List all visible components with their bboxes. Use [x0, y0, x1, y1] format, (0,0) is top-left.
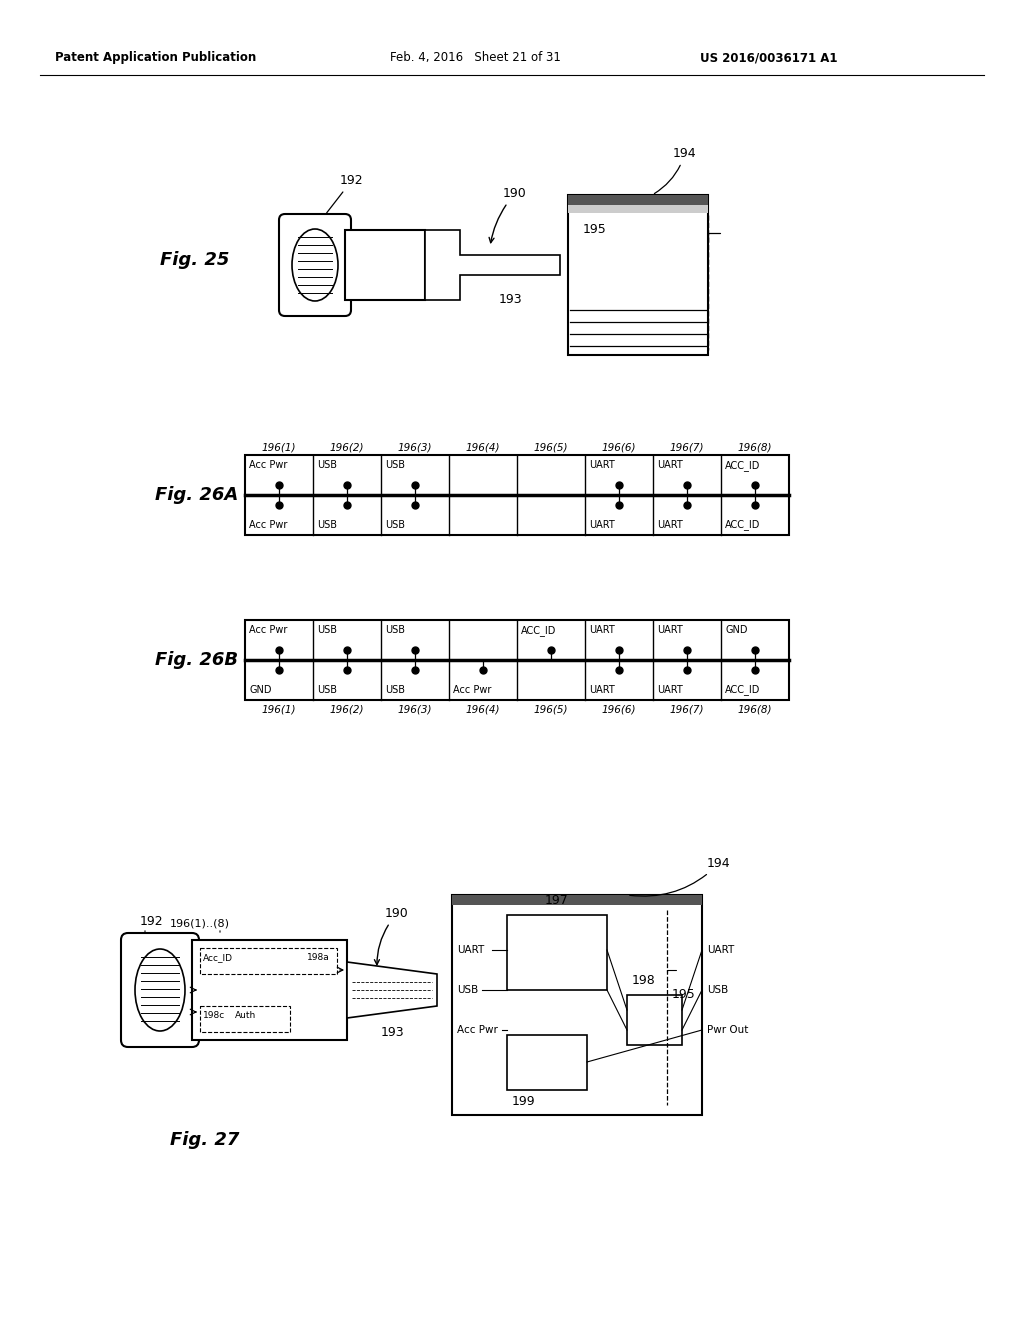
Text: USB: USB — [457, 985, 478, 995]
Bar — [627, 995, 682, 1045]
Text: 196(3): 196(3) — [397, 442, 432, 451]
Text: ACC_ID: ACC_ID — [725, 519, 761, 531]
Text: Acc Pwr: Acc Pwr — [249, 520, 288, 531]
Text: UART: UART — [589, 624, 614, 635]
Text: 193: 193 — [380, 1026, 403, 1039]
Text: 196(8): 196(8) — [737, 705, 772, 715]
Text: 195: 195 — [672, 989, 695, 1002]
Bar — [568, 205, 708, 213]
Text: ACC_ID: ACC_ID — [725, 459, 761, 471]
Text: 195: 195 — [583, 223, 607, 236]
Text: 196(2): 196(2) — [330, 442, 365, 451]
Text: USB: USB — [317, 459, 337, 470]
Bar — [200, 1006, 290, 1032]
Text: USB: USB — [385, 685, 406, 696]
Bar — [452, 895, 702, 1115]
Text: Fig. 26B: Fig. 26B — [155, 651, 239, 669]
Text: US 2016/0036171 A1: US 2016/0036171 A1 — [700, 51, 838, 65]
Text: ACC_ID: ACC_ID — [725, 684, 761, 696]
Polygon shape — [347, 962, 437, 1018]
Text: Fig. 27: Fig. 27 — [170, 1131, 240, 1148]
Text: UART: UART — [707, 945, 734, 954]
Bar — [507, 915, 607, 990]
Text: Acc Pwr: Acc Pwr — [457, 1026, 498, 1035]
Text: 196(5): 196(5) — [534, 442, 568, 451]
Text: UART: UART — [589, 459, 614, 470]
Text: 192: 192 — [327, 174, 364, 213]
Text: Patent Application Publication: Patent Application Publication — [55, 51, 256, 65]
Text: 196(2): 196(2) — [330, 705, 365, 715]
Text: 196(5): 196(5) — [534, 705, 568, 715]
Text: 198c: 198c — [203, 1011, 225, 1020]
Text: UART: UART — [657, 459, 683, 470]
FancyBboxPatch shape — [121, 933, 199, 1047]
Text: UART: UART — [589, 520, 614, 531]
Text: 196(4): 196(4) — [466, 705, 501, 715]
Text: GND: GND — [249, 685, 271, 696]
Ellipse shape — [292, 228, 338, 301]
Text: 196(8): 196(8) — [737, 442, 772, 451]
Text: GND: GND — [725, 624, 748, 635]
Text: 196(1)..(8): 196(1)..(8) — [170, 917, 230, 928]
Text: ACC_ID: ACC_ID — [521, 624, 556, 636]
Text: USB: USB — [385, 520, 406, 531]
Text: Acc Pwr: Acc Pwr — [249, 624, 288, 635]
Text: 196(6): 196(6) — [602, 442, 636, 451]
Bar — [507, 1035, 587, 1090]
Text: Fig. 26A: Fig. 26A — [155, 486, 239, 504]
Text: 196(1): 196(1) — [262, 442, 296, 451]
Text: 196(3): 196(3) — [397, 705, 432, 715]
Text: 193: 193 — [499, 293, 522, 306]
Text: 196(7): 196(7) — [670, 705, 705, 715]
Text: USB: USB — [385, 624, 406, 635]
Text: 196(6): 196(6) — [602, 705, 636, 715]
Text: 198a: 198a — [307, 953, 330, 962]
Text: 194: 194 — [654, 147, 696, 194]
Text: Fig. 25: Fig. 25 — [160, 251, 229, 269]
Text: Acc Pwr: Acc Pwr — [453, 685, 492, 696]
Text: USB: USB — [707, 985, 728, 995]
Text: 194: 194 — [630, 857, 731, 896]
Text: 196(1): 196(1) — [262, 705, 296, 715]
Text: 196(7): 196(7) — [670, 442, 705, 451]
Text: Feb. 4, 2016   Sheet 21 of 31: Feb. 4, 2016 Sheet 21 of 31 — [390, 51, 561, 65]
Text: 199: 199 — [512, 1096, 536, 1107]
Text: USB: USB — [317, 624, 337, 635]
Text: 197: 197 — [545, 894, 569, 907]
Text: Auth: Auth — [234, 1011, 256, 1020]
Text: USB: USB — [385, 459, 406, 470]
Text: 196(4): 196(4) — [466, 442, 501, 451]
Text: USB: USB — [317, 685, 337, 696]
Text: UART: UART — [589, 685, 614, 696]
Text: Acc_ID: Acc_ID — [203, 953, 233, 962]
Text: Acc Pwr: Acc Pwr — [249, 459, 288, 470]
Bar — [200, 948, 337, 974]
Text: 192: 192 — [140, 915, 164, 928]
Ellipse shape — [135, 949, 185, 1031]
Text: UART: UART — [657, 520, 683, 531]
Bar — [452, 895, 702, 906]
Text: Pwr Out: Pwr Out — [707, 1026, 749, 1035]
Bar — [345, 230, 425, 300]
Bar — [245, 455, 790, 535]
Bar — [193, 940, 347, 1040]
Text: 198: 198 — [632, 974, 655, 987]
FancyBboxPatch shape — [279, 214, 351, 315]
Text: 190: 190 — [375, 907, 409, 965]
Text: UART: UART — [657, 685, 683, 696]
Bar — [568, 195, 708, 205]
Text: UART: UART — [457, 945, 484, 954]
Bar — [245, 620, 790, 700]
Bar — [568, 195, 708, 355]
Text: UART: UART — [657, 624, 683, 635]
Text: 190: 190 — [489, 187, 527, 243]
Text: USB: USB — [317, 520, 337, 531]
Polygon shape — [425, 230, 560, 300]
